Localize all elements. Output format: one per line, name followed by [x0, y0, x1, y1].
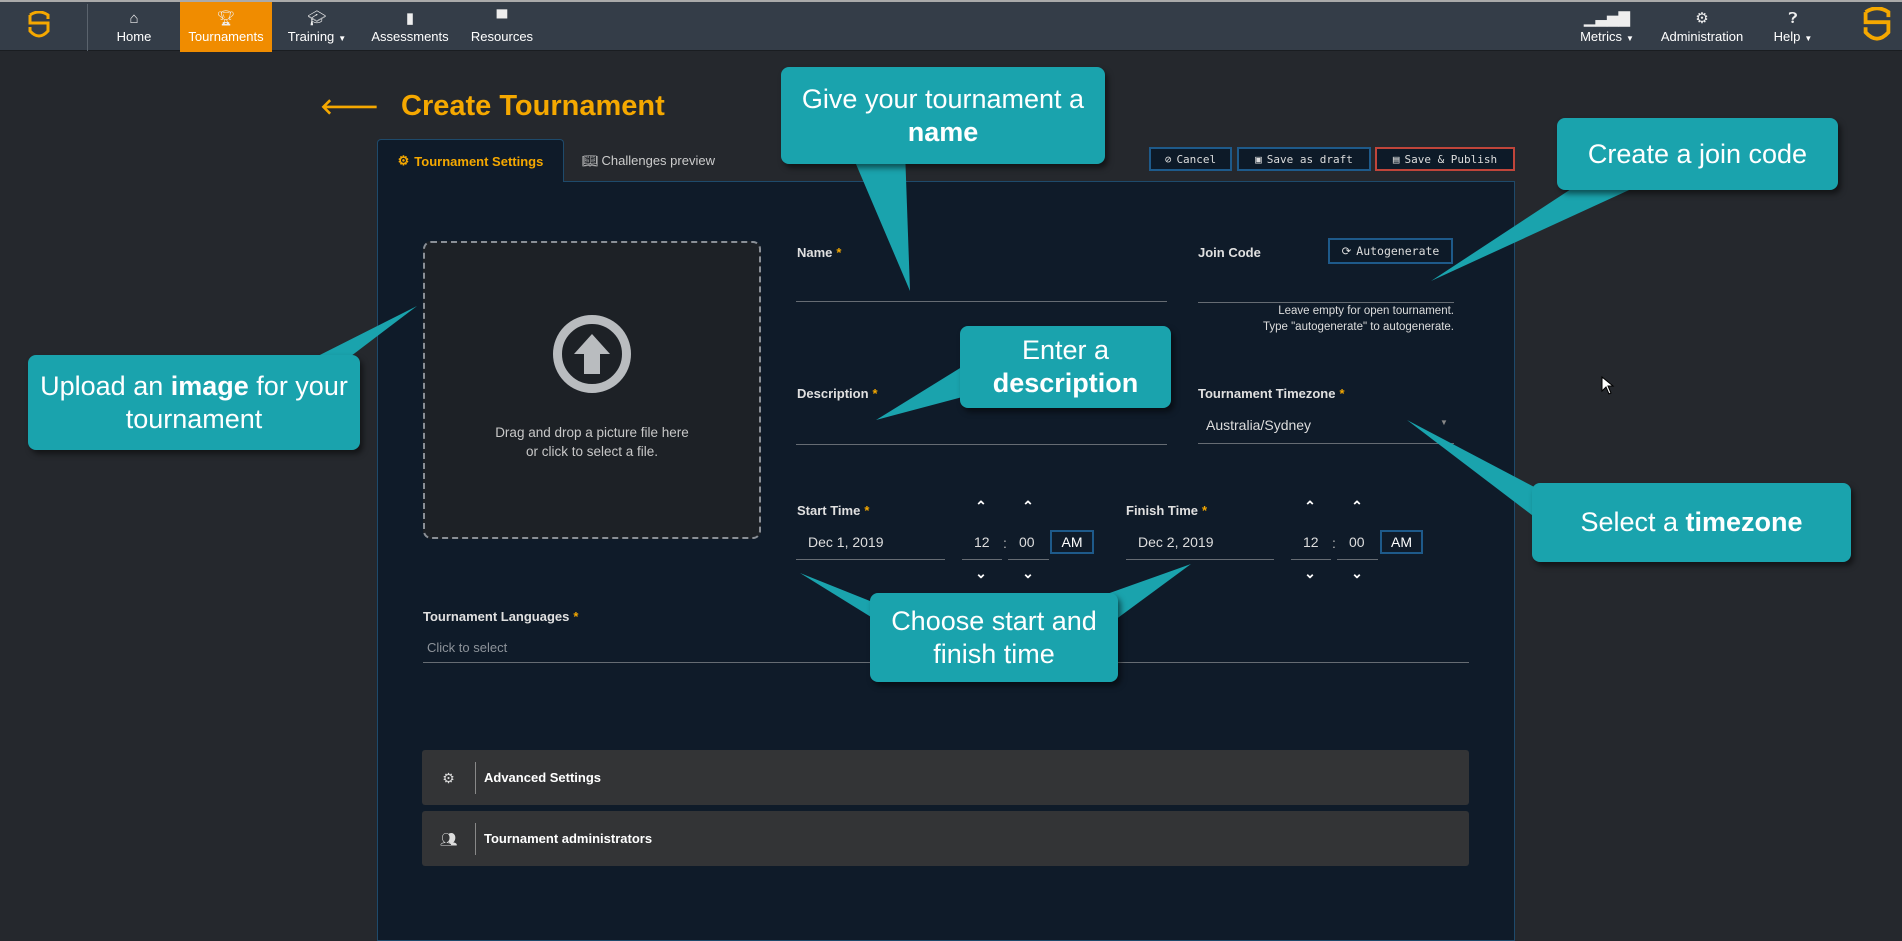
- image-upload-dropzone[interactable]: Drag and drop a picture file here or clic…: [423, 241, 761, 539]
- start-date-input[interactable]: Dec 1, 2019: [808, 534, 884, 550]
- gears-icon: ⚙: [422, 761, 476, 794]
- start-minute-down-icon[interactable]: ⌄: [1022, 565, 1034, 581]
- nav-help[interactable]: ❓︎ Help ▼: [1773, 9, 1813, 44]
- finish-hour-underline: [1291, 559, 1331, 560]
- nav-administration[interactable]: ⚙ Administration: [1660, 9, 1744, 44]
- time-colon: :: [1332, 535, 1336, 551]
- finish-minute-underline: [1337, 559, 1378, 560]
- mouse-cursor-icon: [1601, 376, 1615, 395]
- top-navbar: ⌂ Home 🏆︎ Tournaments 🎓︎ Training ▼ ▮ Assessm…: [0, 0, 1902, 52]
- join-code-help-1: Leave empty for open tournament.: [1278, 305, 1454, 317]
- finish-minute-input[interactable]: 00: [1349, 534, 1365, 550]
- finish-minute-down-icon[interactable]: ⌄: [1351, 565, 1363, 581]
- finish-time-label: Finish Time *: [1126, 503, 1208, 518]
- description-textarea[interactable]: [796, 444, 1167, 445]
- signal-bars-icon: ▁▃▅▇: [1583, 9, 1631, 27]
- start-minute-input[interactable]: 00: [1019, 534, 1035, 550]
- refresh-icon: ⟳: [1341, 244, 1352, 258]
- finish-date-input[interactable]: Dec 2, 2019: [1138, 534, 1214, 550]
- timezone-select[interactable]: Australia/Sydney: [1206, 417, 1312, 433]
- home-icon: ⌂: [129, 9, 139, 27]
- callout-image: Upload an image for your tournament: [28, 355, 360, 450]
- gear-icon: ⚙: [397, 153, 410, 168]
- join-code-input[interactable]: [1198, 302, 1454, 303]
- logo-icon[interactable]: [27, 11, 51, 41]
- page-title: Create Tournament: [401, 90, 665, 122]
- tab-challenges-preview[interactable]: 📖︎ Challenges preview: [582, 152, 715, 169]
- timezone-underline: [1198, 443, 1454, 444]
- nav-home[interactable]: ⌂ Home: [116, 9, 152, 44]
- name-input[interactable]: [796, 301, 1167, 302]
- cancel-button[interactable]: ⊘ Cancel: [1149, 147, 1232, 171]
- upload-arrow-icon: [553, 315, 631, 393]
- start-ampm-toggle[interactable]: AM: [1050, 530, 1094, 554]
- start-hour-down-icon[interactable]: ⌄: [975, 565, 987, 581]
- name-label: Name *: [797, 245, 842, 260]
- tournament-administrators-section[interactable]: 👥︎ Tournament administrators: [422, 811, 1469, 866]
- callout-name: Give your tournament a name: [781, 67, 1105, 164]
- nav-resources[interactable]: ▀ Resources: [470, 9, 534, 44]
- finish-hour-down-icon[interactable]: ⌄: [1304, 565, 1316, 581]
- book-icon: 📖︎: [582, 152, 599, 168]
- languages-label: Tournament Languages *: [423, 609, 579, 624]
- nav-tournaments[interactable]: 🏆︎ Tournaments: [180, 2, 272, 52]
- ban-icon: ⊘: [1164, 152, 1172, 166]
- save-draft-button[interactable]: ▣ Save as draft: [1237, 147, 1371, 171]
- advanced-settings-section[interactable]: ⚙ Advanced Settings: [422, 750, 1469, 805]
- caret-down-icon: ▼: [1625, 33, 1634, 43]
- floppy-icon: ▣: [1255, 152, 1262, 166]
- nav-assessments[interactable]: ▮ Assessments: [371, 9, 449, 44]
- callout-time: Choose start and finish time: [870, 593, 1118, 682]
- join-code-label: Join Code: [1198, 245, 1261, 260]
- languages-select[interactable]: Click to select: [427, 640, 508, 655]
- start-hour-input[interactable]: 12: [974, 534, 990, 550]
- finish-hour-up-icon[interactable]: ⌃: [1304, 498, 1316, 514]
- start-time-label: Start Time *: [797, 503, 870, 518]
- nav-training[interactable]: 🎓︎ Training ▼: [287, 9, 347, 44]
- finish-ampm-toggle[interactable]: AM: [1380, 530, 1423, 554]
- chevron-down-icon[interactable]: ▼: [1440, 418, 1448, 427]
- finish-hour-input[interactable]: 12: [1303, 534, 1319, 550]
- start-minute-underline: [1008, 559, 1049, 560]
- page-header: 🡐 Create Tournament: [320, 90, 665, 123]
- description-label: Description *: [797, 386, 878, 401]
- start-minute-up-icon[interactable]: ⌃: [1022, 498, 1034, 514]
- finish-minute-up-icon[interactable]: ⌃: [1351, 498, 1363, 514]
- file-icon: ▮: [405, 9, 415, 27]
- caret-down-icon: ▼: [1804, 33, 1813, 43]
- callout-join-code: Create a join code: [1557, 118, 1838, 190]
- trophy-icon: 🏆︎: [216, 9, 236, 27]
- save-publish-button[interactable]: ▤ Save & Publish: [1375, 147, 1515, 171]
- start-date-underline: [796, 559, 945, 560]
- autogenerate-button[interactable]: ⟳ Autogenerate: [1328, 238, 1453, 264]
- finish-date-underline: [1126, 559, 1274, 560]
- timezone-label: Tournament Timezone *: [1198, 386, 1345, 401]
- start-hour-up-icon[interactable]: ⌃: [975, 498, 987, 514]
- brand-logo-icon: [1863, 7, 1891, 41]
- nav-metrics[interactable]: ▁▃▅▇ Metrics ▼: [1580, 9, 1634, 44]
- callout-timezone: Select a timezone: [1532, 483, 1851, 562]
- tab-tournament-settings[interactable]: ⚙ Tournament Settings: [377, 139, 564, 182]
- podium-icon: ▀: [496, 9, 508, 27]
- start-hour-underline: [962, 559, 1002, 560]
- gear-icon: ⚙: [1695, 9, 1709, 27]
- back-arrow-icon[interactable]: 🡐: [320, 93, 379, 119]
- join-code-help-2: Type "autogenerate" to autogenerate.: [1262, 321, 1454, 333]
- nav-divider: [87, 4, 88, 51]
- callout-description: Enter a description: [960, 326, 1171, 408]
- time-colon: :: [1003, 535, 1007, 551]
- publish-icon: ▤: [1392, 152, 1400, 166]
- caret-down-icon: ▼: [338, 33, 347, 43]
- users-icon: 👥︎: [422, 822, 476, 855]
- question-circle-icon: ❓︎: [1788, 9, 1798, 27]
- graduation-cap-icon: 🎓︎: [307, 9, 327, 27]
